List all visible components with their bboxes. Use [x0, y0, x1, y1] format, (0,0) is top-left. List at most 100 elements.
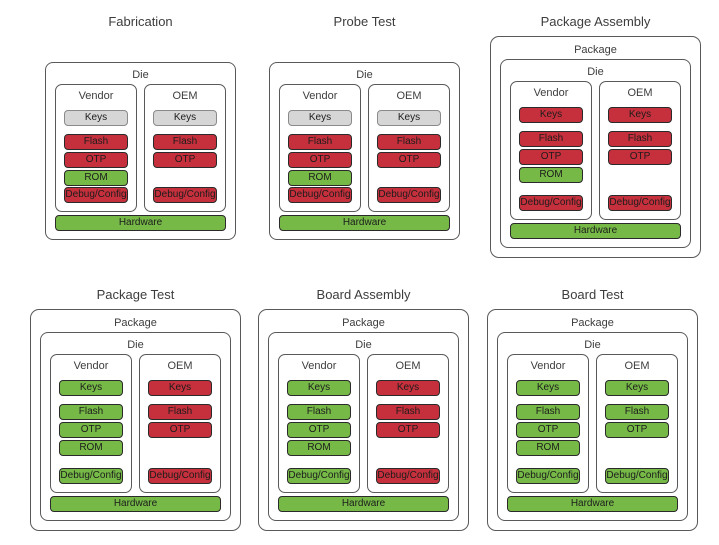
- die-label: Die: [132, 69, 149, 81]
- oem-otp-block: OTP: [605, 422, 669, 438]
- stage-title: Package Assembly: [540, 14, 651, 29]
- die-columns: Vendor Keys Flash OTP ROM Debug/Config O…: [278, 354, 449, 493]
- vendor-memory-group: Flash OTP ROM: [288, 134, 352, 186]
- vendor-label: Vendor: [73, 360, 109, 372]
- oem-keys-block: Keys: [148, 380, 212, 396]
- vendor-otp-block: OTP: [519, 149, 583, 165]
- oem-otp-block: OTP: [376, 422, 440, 438]
- die-box: Die Vendor Keys Flash OTP ROM Debug/Conf…: [268, 332, 459, 521]
- vendor-otp-block: OTP: [516, 422, 580, 438]
- oem-memory-group: Flash OTP: [377, 134, 441, 168]
- die-box: Die Vendor Keys Flash OTP ROM Debug/Conf…: [500, 59, 691, 248]
- vendor-memory-group: Flash OTP ROM: [287, 404, 351, 456]
- oem-otp-block: OTP: [148, 422, 212, 438]
- vendor-rom-block: ROM: [516, 440, 580, 456]
- oem-flash-block: Flash: [153, 134, 217, 150]
- vendor-memory-group: Flash OTP ROM: [59, 404, 123, 456]
- oem-box: OEM Keys Flash OTP Debug/Config: [596, 354, 678, 493]
- vendor-flash-block: Flash: [288, 134, 352, 150]
- oem-keys-block: Keys: [153, 110, 217, 126]
- die-columns: Vendor Keys Flash OTP ROM Debug/Config O…: [50, 354, 221, 493]
- vendor-label: Vendor: [78, 90, 114, 102]
- vendor-rom-block: ROM: [64, 170, 128, 186]
- vendor-debug-config-block: Debug/Config: [64, 187, 128, 203]
- hardware-bar: Hardware: [55, 215, 226, 231]
- vendor-label: Vendor: [301, 360, 337, 372]
- oem-otp-block: OTP: [377, 152, 441, 168]
- vendor-flash-block: Flash: [59, 404, 123, 420]
- vendor-box: Vendor Keys Flash OTP ROM Debug/Config: [50, 354, 132, 493]
- die-columns: Vendor Keys Flash OTP ROM Debug/Config O…: [507, 354, 678, 493]
- package-box: Package Die Vendor Keys Flash OTP ROM De…: [30, 309, 241, 531]
- vendor-keys-block: Keys: [516, 380, 580, 396]
- oem-keys-block: Keys: [376, 380, 440, 396]
- oem-flash-block: Flash: [608, 131, 672, 147]
- package-label: Package: [342, 317, 385, 329]
- oem-box: OEM Keys Flash OTP Debug/Config: [367, 354, 449, 493]
- stage-title: Board Test: [561, 287, 624, 302]
- vendor-label: Vendor: [533, 87, 569, 99]
- vendor-rom-block: ROM: [59, 440, 123, 456]
- package-label: Package: [114, 317, 157, 329]
- vendor-memory-group: Flash OTP ROM: [519, 131, 583, 183]
- die-box: Die Vendor Keys Flash OTP ROM Debug/Conf…: [269, 62, 460, 240]
- stage-title: Probe Test: [333, 14, 396, 29]
- oem-flash-block: Flash: [605, 404, 669, 420]
- vendor-flash-block: Flash: [64, 134, 128, 150]
- vendor-memory-group: Flash OTP ROM: [516, 404, 580, 456]
- stage-package-test: Package Test Package Die Vendor Keys Fla…: [28, 287, 243, 531]
- vendor-debug-config-block: Debug/Config: [59, 468, 123, 484]
- die-box: Die Vendor Keys Flash OTP ROM Debug/Conf…: [497, 332, 688, 521]
- package-box: Package Die Vendor Keys Flash OTP ROM De…: [490, 36, 701, 258]
- vendor-otp-block: OTP: [59, 422, 123, 438]
- oem-memory-group: Flash OTP: [605, 404, 669, 438]
- die-columns: Vendor Keys Flash OTP ROM Debug/Config O…: [279, 84, 450, 212]
- oem-memory-group: Flash OTP: [608, 131, 672, 165]
- vendor-rom-block: ROM: [288, 170, 352, 186]
- vendor-box: Vendor Keys Flash OTP ROM Debug/Config: [507, 354, 589, 493]
- die-label: Die: [127, 339, 144, 351]
- vendor-box: Vendor Keys Flash OTP ROM Debug/Config: [278, 354, 360, 493]
- vendor-box: Vendor Keys Flash OTP ROM Debug/Config: [279, 84, 361, 212]
- oem-debug-config-block: Debug/Config: [376, 468, 440, 484]
- stage-board-test: Board Test Package Die Vendor Keys Flash…: [485, 287, 700, 531]
- oem-flash-block: Flash: [148, 404, 212, 420]
- vendor-otp-block: OTP: [287, 422, 351, 438]
- vendor-box: Vendor Keys Flash OTP ROM Debug/Config: [510, 81, 592, 220]
- oem-keys-block: Keys: [605, 380, 669, 396]
- oem-memory-group: Flash OTP: [148, 404, 212, 438]
- package-label: Package: [571, 317, 614, 329]
- vendor-keys-block: Keys: [288, 110, 352, 126]
- vendor-rom-block: ROM: [287, 440, 351, 456]
- hardware-bar: Hardware: [279, 215, 450, 231]
- die-columns: Vendor Keys Flash OTP ROM Debug/Config O…: [55, 84, 226, 212]
- oem-keys-block: Keys: [377, 110, 441, 126]
- oem-label: OEM: [627, 87, 653, 99]
- stage-title: Board Assembly: [316, 287, 411, 302]
- vendor-debug-config-block: Debug/Config: [519, 195, 583, 211]
- vendor-keys-block: Keys: [59, 380, 123, 396]
- vendor-otp-block: OTP: [288, 152, 352, 168]
- hardware-bar: Hardware: [507, 496, 678, 512]
- stage-board-assembly: Board Assembly Package Die Vendor Keys F…: [256, 287, 471, 531]
- hardware-bar: Hardware: [510, 223, 681, 239]
- oem-debug-config-block: Debug/Config: [148, 468, 212, 484]
- oem-flash-block: Flash: [377, 134, 441, 150]
- stage-package-assembly: Package Assembly Package Die Vendor Keys…: [488, 14, 703, 258]
- oem-box: OEM Keys Flash OTP Debug/Config: [368, 84, 450, 212]
- oem-flash-block: Flash: [376, 404, 440, 420]
- oem-keys-block: Keys: [608, 107, 672, 123]
- vendor-keys-block: Keys: [519, 107, 583, 123]
- die-label: Die: [584, 339, 601, 351]
- vendor-rom-block: ROM: [519, 167, 583, 183]
- vendor-otp-block: OTP: [64, 152, 128, 168]
- oem-label: OEM: [167, 360, 193, 372]
- vendor-debug-config-block: Debug/Config: [288, 187, 352, 203]
- oem-debug-config-block: Debug/Config: [608, 195, 672, 211]
- hardware-bar: Hardware: [50, 496, 221, 512]
- die-box: Die Vendor Keys Flash OTP ROM Debug/Conf…: [45, 62, 236, 240]
- vendor-box: Vendor Keys Flash OTP ROM Debug/Config: [55, 84, 137, 212]
- vendor-flash-block: Flash: [287, 404, 351, 420]
- oem-otp-block: OTP: [153, 152, 217, 168]
